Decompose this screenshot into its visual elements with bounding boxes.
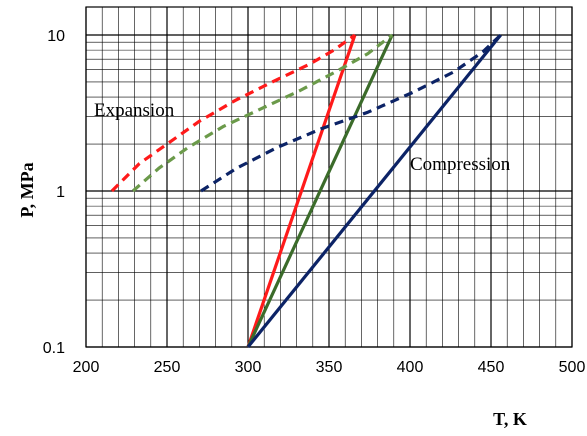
x-tick-label: 400 (397, 359, 424, 376)
plot-series (110, 33, 502, 349)
tick-labels: 200 250 300 350 400 450 500 0.1 1 10 (43, 28, 586, 376)
plot-frame (85, 6, 573, 348)
series-line-dashed-5 (200, 33, 502, 193)
x-tick-label: 500 (559, 359, 586, 376)
x-tick-label: 200 (73, 359, 100, 376)
y-tick-label: 10 (47, 28, 65, 45)
series-line-dashed-3 (110, 33, 356, 193)
series-line-solid-2 (246, 33, 502, 349)
grid (85, 6, 573, 348)
x-tick-label: 350 (316, 359, 343, 376)
annotation-compression: Compression (410, 154, 511, 175)
y-tick-label: 1 (56, 184, 65, 201)
series-line-solid-0 (246, 34, 357, 348)
x-tick-label: 250 (154, 359, 181, 376)
x-tick-label: 450 (478, 359, 505, 376)
series-line-solid-1 (246, 34, 394, 348)
series-line-dashed-4 (131, 33, 394, 193)
x-axis-title: T, K (493, 409, 527, 429)
annotation-expansion: Expansion (94, 100, 175, 121)
y-tick-label: 0.1 (43, 340, 65, 357)
y-axis-title: P, MPa (17, 162, 37, 217)
x-tick-label: 300 (235, 359, 262, 376)
